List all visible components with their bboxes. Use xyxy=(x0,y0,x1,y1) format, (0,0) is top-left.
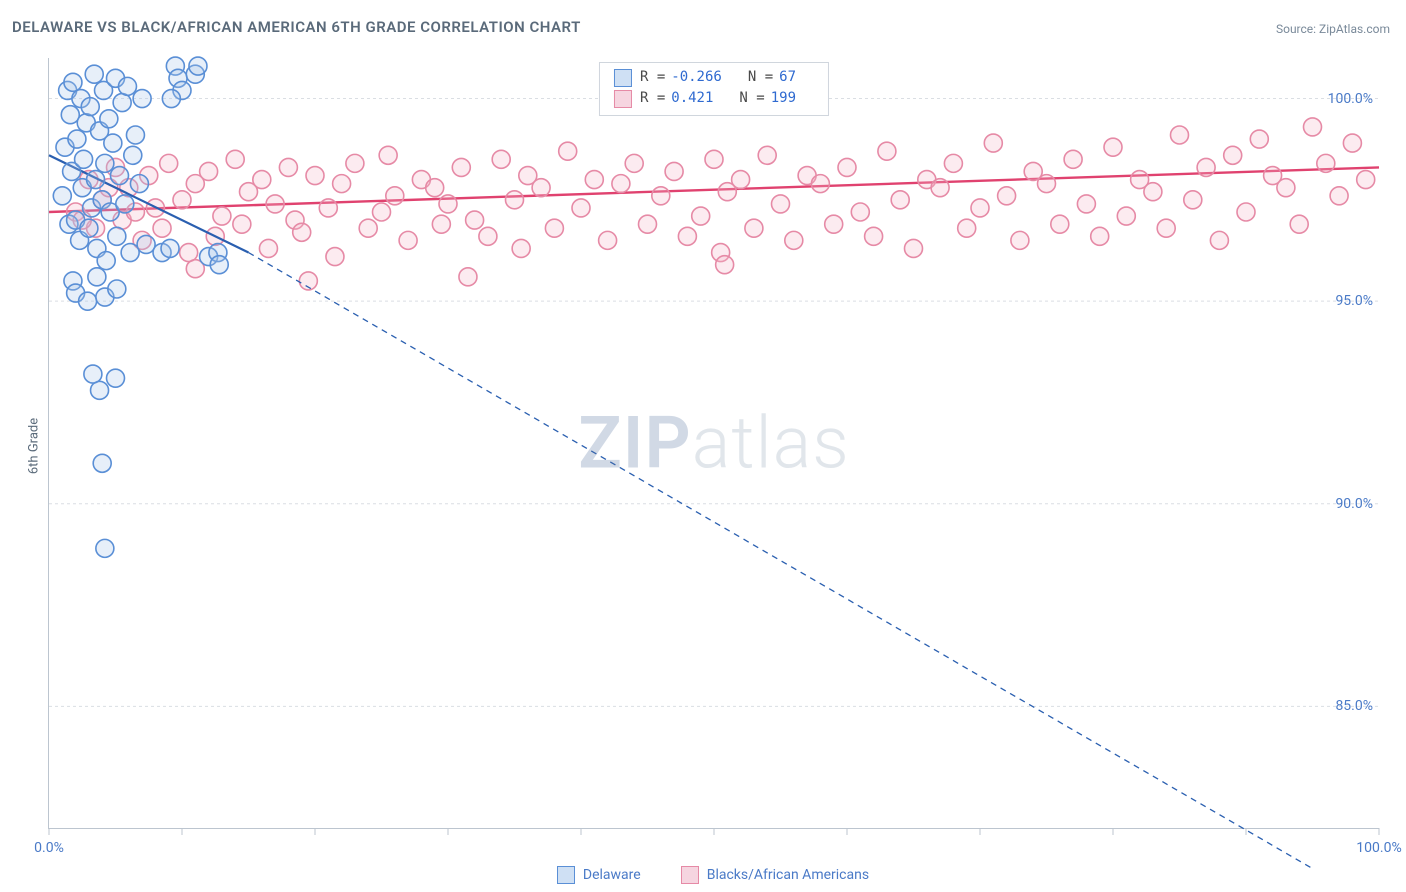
legend-swatch xyxy=(614,90,632,108)
stats-row: R =0.421 N =199 xyxy=(614,88,814,109)
plot-svg xyxy=(49,58,1379,828)
stats-legend: R =-0.266 N =67 R =0.421 N =199 xyxy=(599,62,829,116)
legend-swatch xyxy=(681,866,699,884)
series-legend: Delaware Blacks/African Americans xyxy=(48,866,1378,884)
legend-label: Blacks/African Americans xyxy=(707,867,869,883)
stat-R: R =0.421 xyxy=(640,88,731,109)
plot-area: R =-0.266N =67R =0.421N =199 ZIPatlas 85… xyxy=(48,58,1379,829)
stat-N: N =67 xyxy=(748,67,814,88)
stat-R: R =-0.266 xyxy=(640,67,740,88)
y-tick-label: 85.0% xyxy=(1335,698,1373,714)
x-tick-label-last: 100.0% xyxy=(1356,840,1401,856)
legend-swatch xyxy=(557,866,575,884)
y-axis-label: 6th Grade xyxy=(27,418,42,474)
stat-N: N =199 xyxy=(739,88,814,109)
y-tick-label: 90.0% xyxy=(1335,496,1373,512)
legend-item: Delaware xyxy=(557,866,641,884)
stats-row: R =-0.266 N =67 xyxy=(614,67,814,88)
chart-container: DELAWARE VS BLACK/AFRICAN AMERICAN 6TH G… xyxy=(0,0,1406,892)
chart-title: DELAWARE VS BLACK/AFRICAN AMERICAN 6TH G… xyxy=(12,18,581,36)
legend-item: Blacks/African Americans xyxy=(681,866,869,884)
legend-label: Delaware xyxy=(583,867,641,883)
y-tick-label: 95.0% xyxy=(1335,293,1373,309)
x-tick-label-first: 0.0% xyxy=(34,840,64,856)
legend-swatch xyxy=(614,69,632,87)
y-tick-label: 100.0% xyxy=(1328,91,1373,107)
source-label: Source: ZipAtlas.com xyxy=(1276,22,1390,36)
